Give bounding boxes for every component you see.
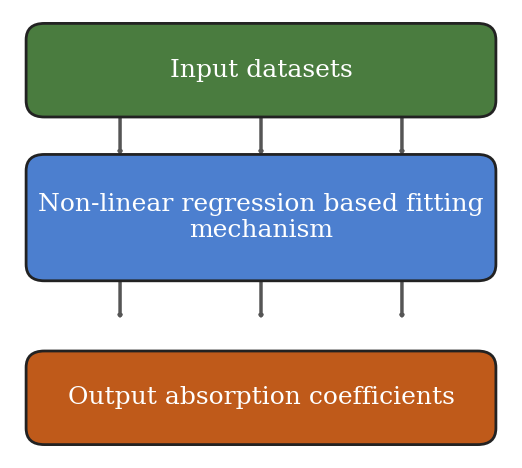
Text: Input datasets: Input datasets	[170, 58, 352, 82]
FancyBboxPatch shape	[26, 23, 496, 117]
FancyBboxPatch shape	[26, 154, 496, 281]
FancyBboxPatch shape	[26, 351, 496, 445]
Text: Non-linear regression based fitting
mechanism: Non-linear regression based fitting mech…	[38, 193, 484, 242]
Text: Output absorption coefficients: Output absorption coefficients	[67, 386, 455, 410]
